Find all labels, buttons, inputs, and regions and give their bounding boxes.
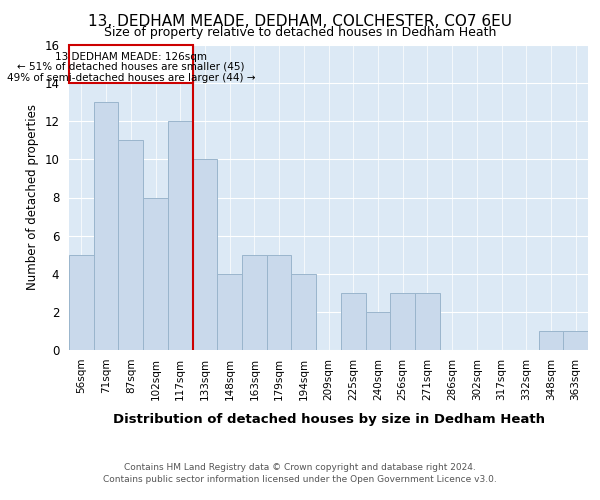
Bar <box>118 140 143 350</box>
Bar <box>143 198 168 350</box>
Bar <box>292 274 316 350</box>
Bar <box>539 331 563 350</box>
Bar <box>69 254 94 350</box>
Bar <box>341 293 365 350</box>
Text: Contains public sector information licensed under the Open Government Licence v3: Contains public sector information licen… <box>103 475 497 484</box>
Bar <box>365 312 390 350</box>
Y-axis label: Number of detached properties: Number of detached properties <box>26 104 39 290</box>
Bar <box>563 331 588 350</box>
Bar <box>217 274 242 350</box>
Text: 49% of semi-detached houses are larger (44) →: 49% of semi-detached houses are larger (… <box>7 72 255 83</box>
Bar <box>193 160 217 350</box>
Text: ← 51% of detached houses are smaller (45): ← 51% of detached houses are smaller (45… <box>17 61 245 71</box>
Bar <box>390 293 415 350</box>
Bar <box>267 254 292 350</box>
Bar <box>94 102 118 350</box>
Bar <box>69 45 193 83</box>
Bar <box>168 122 193 350</box>
Text: 13, DEDHAM MEADE, DEDHAM, COLCHESTER, CO7 6EU: 13, DEDHAM MEADE, DEDHAM, COLCHESTER, CO… <box>88 14 512 29</box>
Text: Size of property relative to detached houses in Dedham Heath: Size of property relative to detached ho… <box>104 26 496 39</box>
Text: 13 DEDHAM MEADE: 126sqm: 13 DEDHAM MEADE: 126sqm <box>55 52 207 62</box>
Bar <box>415 293 440 350</box>
Bar <box>242 254 267 350</box>
Text: Distribution of detached houses by size in Dedham Heath: Distribution of detached houses by size … <box>113 412 545 426</box>
Text: Contains HM Land Registry data © Crown copyright and database right 2024.: Contains HM Land Registry data © Crown c… <box>124 462 476 471</box>
